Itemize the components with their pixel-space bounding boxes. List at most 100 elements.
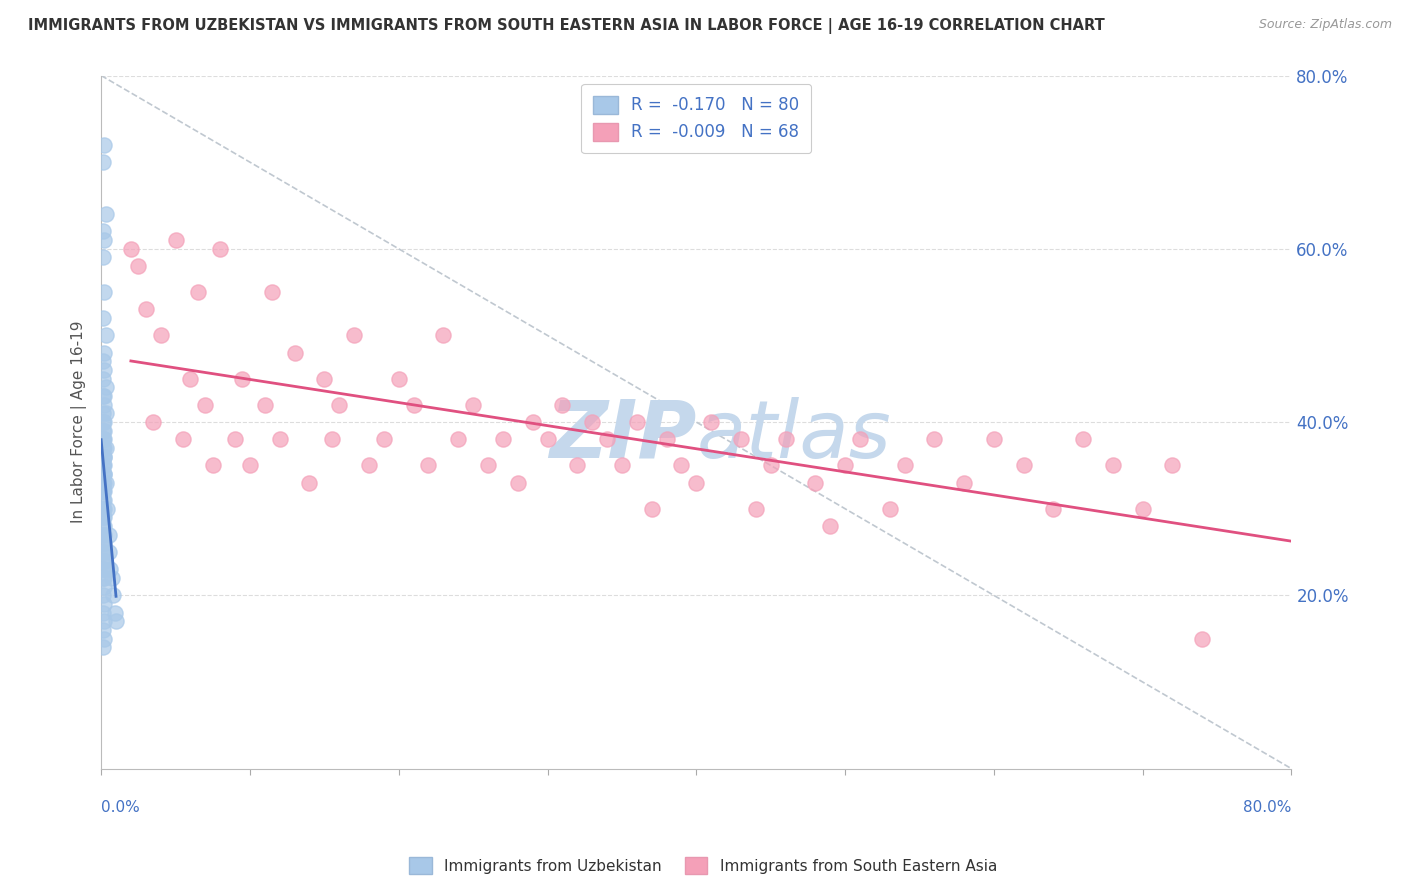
Point [94,475,117,490]
Point [1161,458,1184,473]
Point [91,510,114,524]
Point [596,433,619,447]
Text: atlas: atlas [696,397,891,475]
Point [551,398,574,412]
Legend: R =  -0.170   N = 80, R =  -0.009   N = 68: R = -0.170 N = 80, R = -0.009 N = 68 [582,84,811,153]
Point [93,475,115,490]
Point [93,441,115,455]
Point [432,328,454,343]
Legend: Immigrants from Uzbekistan, Immigrants from South Eastern Asia: Immigrants from Uzbekistan, Immigrants f… [402,851,1004,880]
Point [239,458,262,473]
Point [269,433,291,447]
Point [209,242,232,256]
Point [328,398,350,412]
Point [91,536,114,550]
Point [179,372,201,386]
Point [97,527,120,541]
Point [165,233,187,247]
Point [93,398,115,412]
Point [98,562,121,576]
Point [103,606,125,620]
Point [94,328,117,343]
Y-axis label: In Labor Force | Age 16-19: In Labor Force | Age 16-19 [72,321,87,524]
Point [1102,458,1125,473]
Point [93,632,115,646]
Point [93,519,115,533]
Point [492,433,515,447]
Point [100,571,122,585]
Point [91,458,114,473]
Point [93,363,115,377]
Point [94,441,117,455]
Point [93,345,115,359]
Point [93,510,115,524]
Text: ZIP: ZIP [548,397,696,475]
Point [536,433,558,447]
Point [91,415,114,429]
Point [142,415,165,429]
Point [447,433,470,447]
Point [93,467,115,481]
Point [924,433,946,447]
Point [262,285,284,299]
Text: Source: ZipAtlas.com: Source: ZipAtlas.com [1258,18,1392,31]
Point [730,433,752,447]
Point [127,259,149,273]
Point [626,415,648,429]
Point [700,415,723,429]
Point [93,137,115,152]
Point [91,554,114,568]
Point [93,615,115,629]
Point [343,328,366,343]
Point [1132,501,1154,516]
Point [91,467,114,481]
Point [879,501,901,516]
Point [91,475,114,490]
Point [91,571,114,585]
Point [640,501,662,516]
Point [224,433,246,447]
Point [91,433,114,447]
Point [685,475,707,490]
Point [91,406,114,420]
Point [373,433,395,447]
Point [1012,458,1035,473]
Point [91,606,114,620]
Point [1191,632,1213,646]
Point [93,545,115,559]
Point [461,398,484,412]
Point [93,433,115,447]
Text: 0.0%: 0.0% [101,800,139,815]
Point [357,458,380,473]
Point [101,588,124,602]
Text: IMMIGRANTS FROM UZBEKISTAN VS IMMIGRANTS FROM SOUTH EASTERN ASIA IN LABOR FORCE : IMMIGRANTS FROM UZBEKISTAN VS IMMIGRANTS… [28,18,1105,34]
Point [93,571,115,585]
Point [120,242,142,256]
Point [93,285,115,299]
Point [253,398,276,412]
Point [1071,433,1094,447]
Point [581,415,603,429]
Point [91,450,114,464]
Point [91,545,114,559]
Point [91,493,114,508]
Point [91,311,114,326]
Point [671,458,693,473]
Point [91,501,114,516]
Point [93,554,115,568]
Point [91,588,114,602]
Point [187,285,209,299]
Point [149,328,172,343]
Point [93,458,115,473]
Point [655,433,678,447]
Point [91,441,114,455]
Text: 80.0%: 80.0% [1243,800,1292,815]
Point [94,406,117,420]
Point [91,484,114,499]
Point [91,484,114,499]
Point [201,458,224,473]
Point [91,458,114,473]
Point [93,580,115,594]
Point [91,433,114,447]
Point [567,458,589,473]
